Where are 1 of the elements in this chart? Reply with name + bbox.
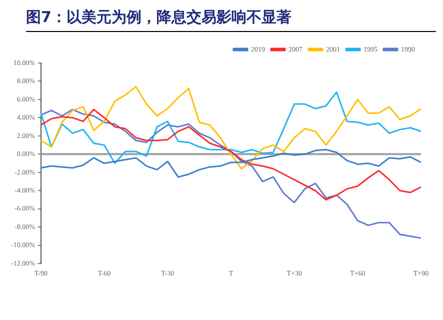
chart-title: 图7：以美元为例，降息交易影响不显著	[26, 8, 436, 32]
